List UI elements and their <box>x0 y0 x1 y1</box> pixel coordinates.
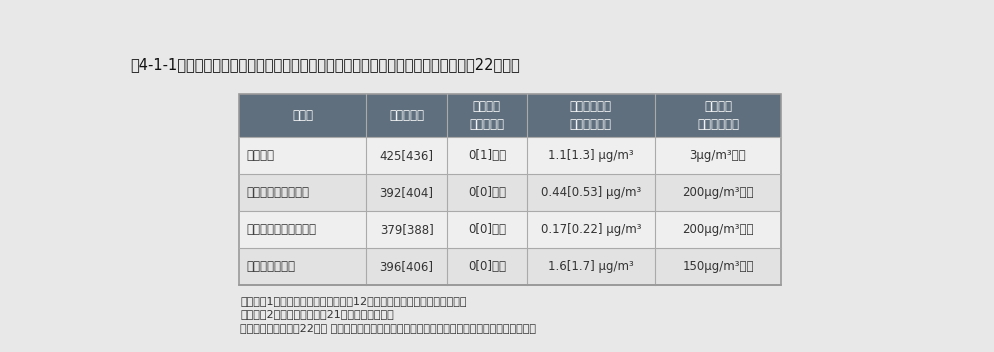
Text: 全地点平均値
（年平均値）: 全地点平均値 （年平均値） <box>570 100 611 131</box>
Text: 200μg/m³以下: 200μg/m³以下 <box>682 186 753 199</box>
Text: 表4-1-1　有害大気汚染物質のうち環境基準の設定されている物質の調査結果（平成22年度）: 表4-1-1 有害大気汚染物質のうち環境基準の設定されている物質の調査結果（平成… <box>130 58 520 73</box>
Text: 測定地点数: 測定地点数 <box>389 109 424 122</box>
Text: 425[436]: 425[436] <box>380 149 433 162</box>
Text: 2．［　］内は平成21年度実績である。: 2．［ ］内は平成21年度実績である。 <box>241 309 395 319</box>
Text: 環境基準
（年平均値）: 環境基準 （年平均値） <box>697 100 739 131</box>
Text: 1.1[1.3] μg/m³: 1.1[1.3] μg/m³ <box>548 149 633 162</box>
Bar <box>239 248 781 285</box>
Text: 0.44[0.53] μg/m³: 0.44[0.53] μg/m³ <box>541 186 641 199</box>
Text: 396[406]: 396[406] <box>380 260 433 273</box>
Text: トリクロロエチレン: トリクロロエチレン <box>247 186 310 199</box>
Bar <box>239 94 781 137</box>
Text: 0[1]地点: 0[1]地点 <box>468 149 506 162</box>
Text: 環境基準
超過地点数: 環境基準 超過地点数 <box>469 100 504 131</box>
Text: 物質名: 物質名 <box>292 109 313 122</box>
Text: 379[388]: 379[388] <box>380 223 433 236</box>
Bar <box>239 211 781 248</box>
Text: 1.6[1.7] μg/m³: 1.6[1.7] μg/m³ <box>548 260 633 273</box>
Text: テトラクロロエチレン: テトラクロロエチレン <box>247 223 317 236</box>
Bar <box>239 174 781 211</box>
Bar <box>239 94 781 285</box>
Text: ベンゼン: ベンゼン <box>247 149 274 162</box>
Text: 150μg/m³以下: 150μg/m³以下 <box>682 260 753 273</box>
Text: 3μg/m³以下: 3μg/m³以下 <box>690 149 746 162</box>
Text: 出典：環境省『平成22年度 大気汚染状況について（有害大気汚染物質モニタリング調査結果）』: 出典：環境省『平成22年度 大気汚染状況について（有害大気汚染物質モニタリング調… <box>241 323 537 333</box>
Text: （注）　1．年平均値は、月１回、年12回以上の測定値の平均値である。: （注） 1．年平均値は、月１回、年12回以上の測定値の平均値である。 <box>241 296 467 306</box>
Text: 392[404]: 392[404] <box>380 186 433 199</box>
Text: 0[0]地点: 0[0]地点 <box>468 186 506 199</box>
Text: 200μg/m³以下: 200μg/m³以下 <box>682 223 753 236</box>
Text: 0.17[0.22] μg/m³: 0.17[0.22] μg/m³ <box>541 223 641 236</box>
Text: ジクロロメタン: ジクロロメタン <box>247 260 295 273</box>
Text: 0[0]地点: 0[0]地点 <box>468 223 506 236</box>
Bar <box>239 137 781 174</box>
Text: 0[0]地点: 0[0]地点 <box>468 260 506 273</box>
